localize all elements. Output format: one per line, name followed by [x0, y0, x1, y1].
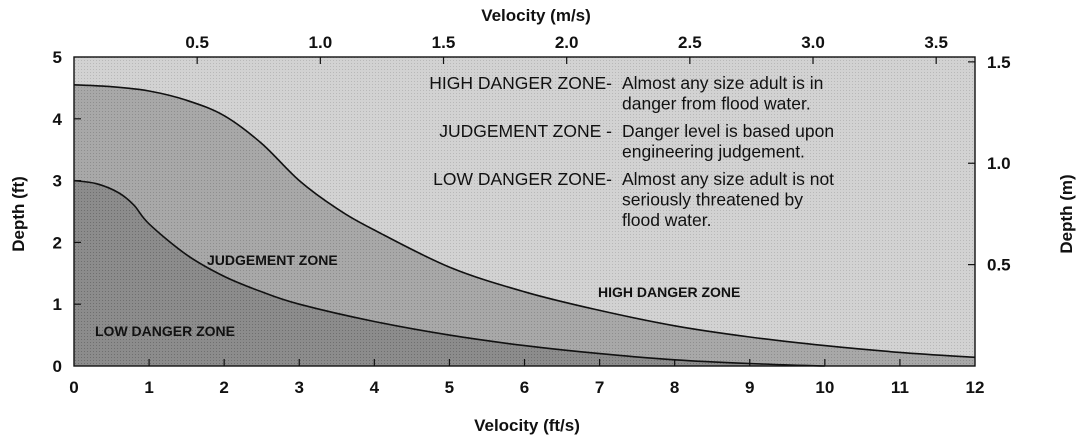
legend-term: HIGH DANGER ZONE-	[429, 73, 612, 93]
legend-description-line: flood water.	[622, 210, 712, 230]
y-left-tick-label: 0	[53, 357, 62, 376]
upper-boundary-curve	[73, 84, 976, 359]
x-bottom-tick-label: 8	[670, 378, 679, 397]
x-bottom-tick-label: 3	[295, 378, 304, 397]
x-top-tick-label: 3.0	[801, 33, 825, 52]
legend-term: JUDGEMENT ZONE -	[439, 121, 612, 141]
y-left-tick-label: 3	[53, 172, 62, 191]
zone-label-low: LOW DANGER ZONE	[95, 323, 235, 339]
zone-label-high: HIGH DANGER ZONE	[598, 284, 740, 300]
x-bottom-axis-title: Velocity (ft/s)	[474, 416, 580, 435]
x-bottom-tick-label: 9	[745, 378, 754, 397]
x-bottom-tick-label: 1	[144, 378, 153, 397]
x-bottom-tick-label: 10	[815, 378, 834, 397]
x-bottom-tick-label: 4	[370, 378, 380, 397]
legend-description-line: Almost any size adult is not	[622, 169, 834, 189]
x-bottom-ticks: 0 1 2 3 4 5 6 7 8 9 10 11 12	[69, 359, 984, 397]
y-right-axis-title: Depth (m)	[1057, 174, 1076, 253]
y-left-axis-title: Depth (ft)	[9, 176, 28, 252]
x-bottom-tick-label: 6	[520, 378, 529, 397]
y-right-tick-label: 1.0	[987, 154, 1011, 173]
y-left-ticks: 0 1 2 3 4 5	[53, 48, 81, 376]
legend-description-line: seriously threatened by	[622, 190, 803, 210]
x-top-tick-label: 0.5	[185, 33, 209, 52]
y-right-tick-label: 0.5	[987, 256, 1011, 275]
x-top-tick-label: 1.5	[432, 33, 456, 52]
x-bottom-tick-label: 2	[219, 378, 228, 397]
lower-boundary-curve	[73, 179, 825, 367]
legend: HIGH DANGER ZONE- Almost any size adult i…	[429, 73, 834, 230]
x-bottom-tick-label: 7	[595, 378, 604, 397]
y-right-ticks: 0.5 1.0 1.5	[968, 53, 1011, 275]
x-top-tick-label: 1.0	[309, 33, 333, 52]
legend-term: LOW DANGER ZONE-	[433, 169, 612, 189]
judgement-area	[74, 84, 975, 367]
x-top-axis-title: Velocity (m/s)	[481, 6, 591, 25]
x-top-tick-label: 2.0	[555, 33, 579, 52]
x-bottom-tick-label: 5	[445, 378, 454, 397]
legend-description-line: engineering judgement.	[622, 142, 805, 162]
legend-description-line: Almost any size adult is in	[622, 73, 823, 93]
legend-description-line: Danger level is based upon	[622, 121, 834, 141]
y-left-tick-label: 2	[53, 233, 62, 252]
y-left-tick-label: 4	[53, 110, 63, 129]
y-left-tick-label: 5	[53, 48, 62, 67]
x-top-tick-label: 2.5	[678, 33, 702, 52]
x-bottom-tick-label: 11	[891, 378, 909, 397]
x-top-tick-label: 3.5	[924, 33, 948, 52]
legend-description-line: danger from flood water.	[622, 94, 811, 114]
y-right-tick-label: 1.5	[987, 53, 1011, 72]
y-left-tick-label: 1	[53, 295, 62, 314]
zone-label-judgement: JUDGEMENT ZONE	[207, 252, 338, 268]
x-bottom-tick-label: 12	[966, 378, 985, 397]
low-danger-area	[74, 180, 825, 366]
x-bottom-tick-label: 0	[69, 378, 78, 397]
x-top-ticks: 0.5 1.0 1.5 2.0 2.5 3.0 3.5	[185, 33, 948, 64]
